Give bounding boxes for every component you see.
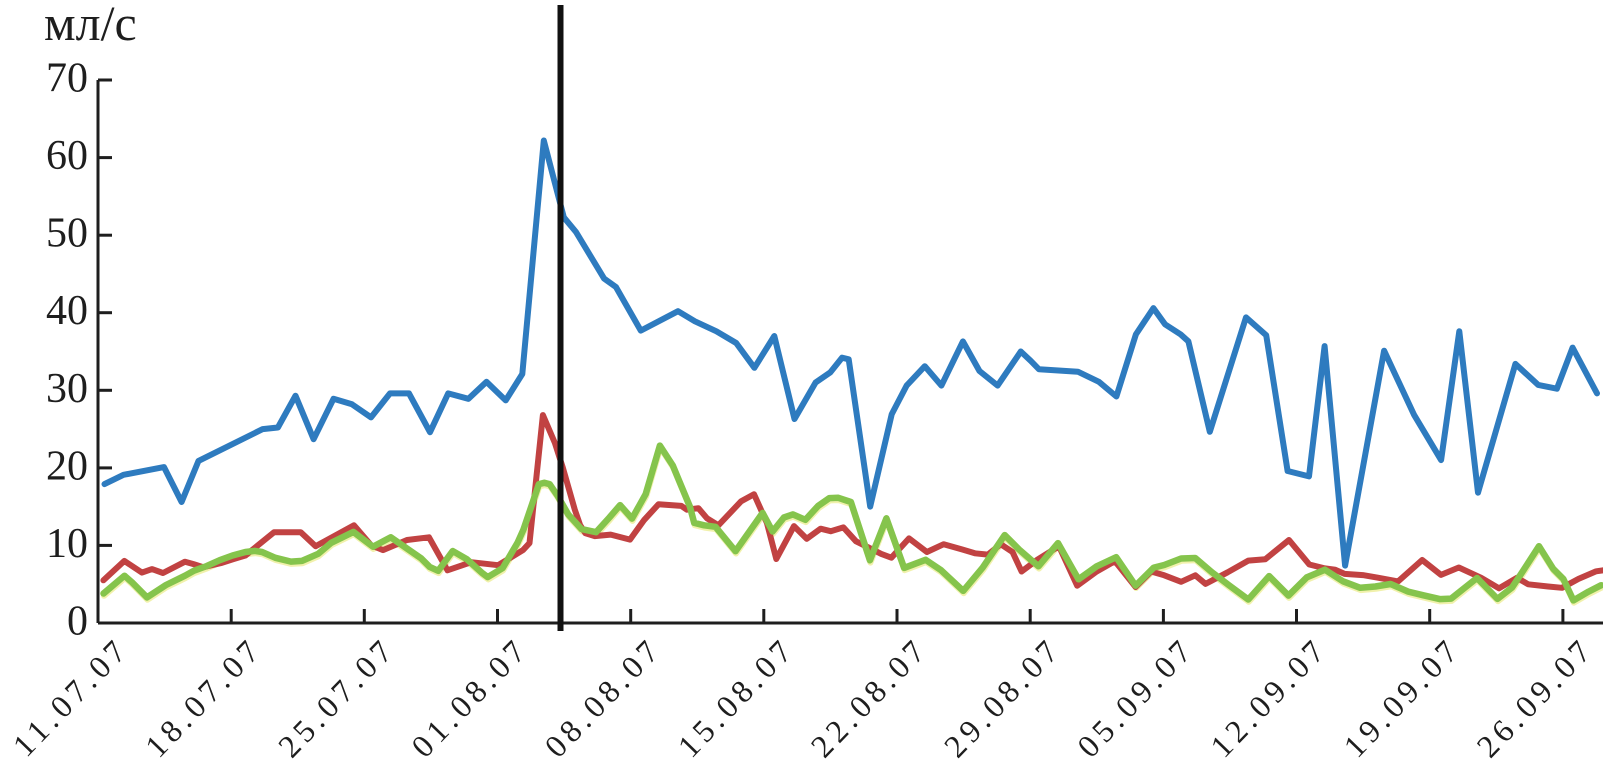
svg-text:0: 0 [67,599,88,645]
svg-text:70: 70 [46,56,88,102]
svg-text:50: 50 [46,211,88,257]
svg-text:20: 20 [46,443,88,489]
svg-text:30: 30 [46,366,88,412]
svg-text:мл/с: мл/с [44,0,137,51]
svg-text:10: 10 [46,521,88,567]
svg-text:60: 60 [46,133,88,179]
svg-text:40: 40 [46,288,88,334]
